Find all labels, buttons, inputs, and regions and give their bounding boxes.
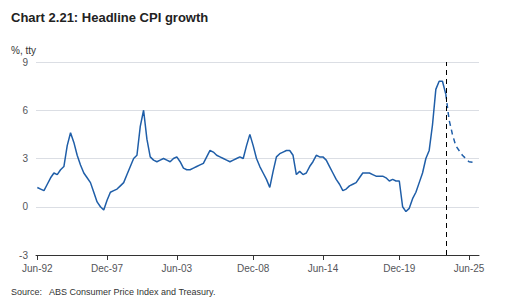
svg-text:Jun-92: Jun-92 — [22, 263, 53, 274]
svg-text:Jun-14: Jun-14 — [308, 263, 339, 274]
svg-text:Dec-97: Dec-97 — [91, 263, 124, 274]
svg-text:Jun-03: Jun-03 — [162, 263, 193, 274]
svg-text:Jun-25: Jun-25 — [454, 263, 485, 274]
svg-text:Dec-08: Dec-08 — [237, 263, 270, 274]
svg-text:-3: -3 — [19, 250, 28, 261]
svg-text:%, tty: %, tty — [11, 45, 36, 56]
svg-text:3: 3 — [22, 153, 28, 164]
svg-text:Chart 2.21: Headline CPI growt: Chart 2.21: Headline CPI growth — [11, 10, 208, 25]
svg-text:9: 9 — [22, 57, 28, 68]
svg-text:0: 0 — [22, 201, 28, 212]
svg-text:Dec-19: Dec-19 — [383, 263, 416, 274]
svg-text:Source: ABS Consumer Price I: Source: ABS Consumer Price Index and Tre… — [11, 287, 215, 297]
svg-text:6: 6 — [22, 105, 28, 116]
